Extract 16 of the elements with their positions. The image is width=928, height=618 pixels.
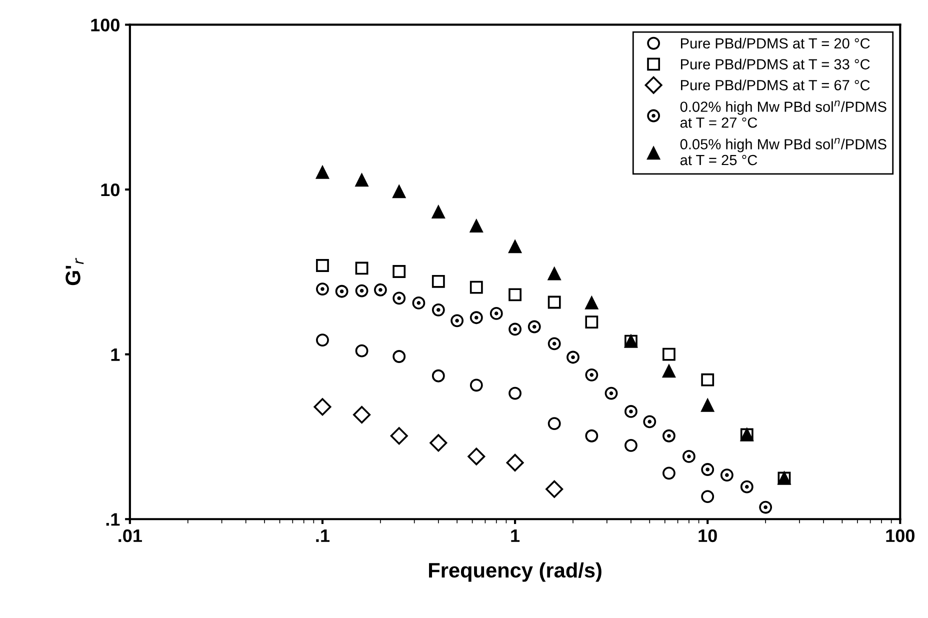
y-tick-label: 10 <box>101 183 120 196</box>
y-tick-label: 100 <box>91 18 120 32</box>
y-axis-title: G'$_{r}$ <box>66 258 84 286</box>
text: 0.02% high Mw PBd sol$^{n}$/PDMS at T = 27 °C <box>680 100 886 128</box>
x-tick-label: 10 <box>698 529 717 542</box>
legend-label: Pure PBd/PDMS at T = 20 °C <box>681 38 870 49</box>
legend-label: Pure PBd/PDMS at T = 33 °C <box>681 58 870 70</box>
x-axis-title: Frequency (rad/s) <box>429 562 602 582</box>
x-tick-label: .01 <box>118 529 142 542</box>
x-tick-label: 1 <box>511 530 520 542</box>
x-tick-label: 100 <box>886 529 914 542</box>
y-tick-label: 1 <box>111 348 120 361</box>
text: 0.05% high Mw PBd sol$^{n}$/PDMS at T = 25 °C <box>680 138 886 166</box>
legend-label: Pure PBd/PDMS at T = 67 °C <box>681 80 870 90</box>
x-tick-label: .1 <box>316 530 330 542</box>
y-tick-label: .1 <box>106 513 120 526</box>
